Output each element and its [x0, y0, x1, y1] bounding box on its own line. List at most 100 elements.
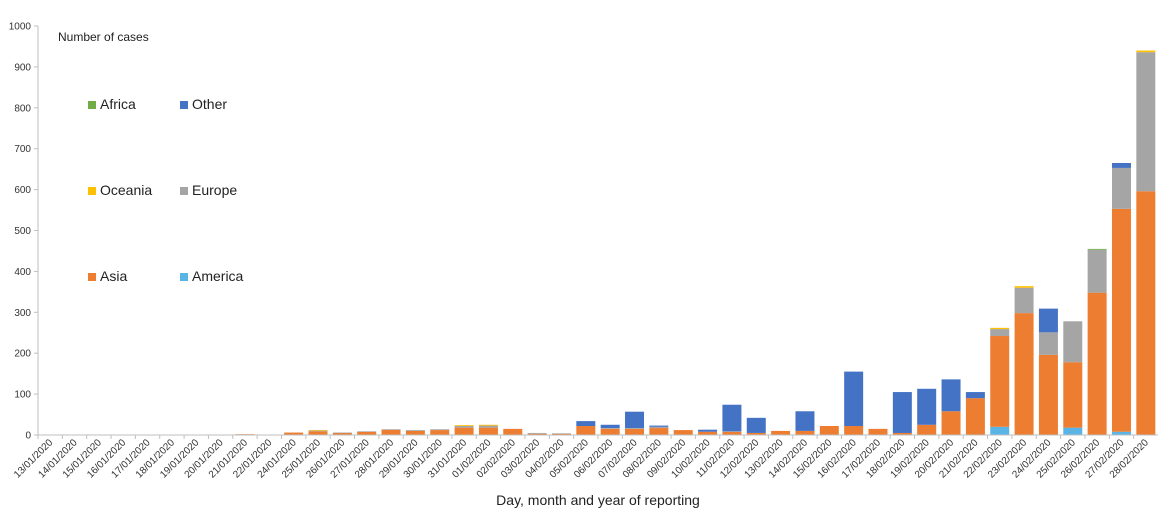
legend-label-other: Other: [192, 96, 227, 112]
bar-asia: [1111, 208, 1131, 432]
y-tick-label: 900: [14, 62, 31, 73]
bar-asia: [1014, 313, 1034, 435]
bar-europe: [1136, 52, 1156, 192]
y-tick-label: 300: [14, 308, 31, 319]
bar-america: [1111, 431, 1131, 435]
x-axis: 13/01/202014/01/202015/01/202016/01/2020…: [12, 434, 1158, 481]
legend-label-africa: Africa: [100, 96, 136, 112]
bar-asia: [673, 430, 693, 435]
bar-asia: [527, 433, 547, 435]
bar-europe: [1087, 249, 1107, 293]
bar-europe: [1014, 287, 1034, 314]
legend: Africa Other Oceania Europe Asia America: [88, 96, 244, 284]
bar-asia: [430, 430, 450, 435]
bar-asia: [649, 428, 669, 435]
bar-asia: [478, 427, 498, 435]
bar-europe: [357, 431, 377, 432]
legend-label-oceania: Oceania: [100, 182, 152, 198]
bar-europe: [478, 425, 498, 428]
bar-asia: [868, 428, 888, 435]
bar-other: [844, 371, 864, 427]
bar-asia: [990, 336, 1010, 427]
legend-swatch-africa: [88, 101, 96, 109]
bar-asia: [625, 428, 645, 435]
bar-europe: [722, 431, 742, 432]
legend-swatch-europe: [180, 187, 188, 195]
legend-swatch-asia: [88, 273, 96, 281]
bar-other: [1038, 308, 1058, 333]
bar-europe: [308, 430, 328, 432]
bar-europe: [430, 429, 450, 431]
bar-europe: [332, 432, 352, 434]
y-axis-label: Number of cases: [58, 30, 149, 44]
y-tick-label: 0: [25, 431, 31, 442]
legend-swatch-america: [180, 273, 188, 281]
bars: [235, 50, 1156, 435]
legend-swatch-oceania: [88, 187, 96, 195]
bar-europe: [1063, 321, 1083, 363]
bar-other: [917, 388, 937, 425]
bar-asia: [454, 427, 474, 435]
bar-europe: [381, 429, 401, 430]
bar-asia: [381, 429, 401, 435]
bar-oceania: [1136, 50, 1156, 53]
y-axis: 0 100 200 300 400 500 600 700 800 900 1000: [9, 22, 39, 442]
legend-label-europe: Europe: [192, 182, 237, 198]
bar-oceania: [478, 424, 498, 426]
bar-asia: [284, 432, 304, 435]
bar-europe: [1111, 167, 1131, 209]
bar-europe: [625, 428, 645, 429]
bar-other: [1111, 163, 1131, 168]
bar-asia: [1063, 362, 1083, 428]
bar-asia: [698, 431, 718, 435]
y-tick-label: 500: [14, 226, 31, 237]
y-tick-label: 200: [14, 349, 31, 360]
y-tick-label: 100: [14, 390, 31, 401]
bar-other: [892, 392, 912, 433]
bar-asia: [795, 430, 815, 435]
bar-europe: [454, 426, 474, 428]
legend-label-america: America: [192, 268, 244, 284]
bar-europe: [405, 430, 425, 431]
bar-asia: [600, 428, 620, 435]
bar-other: [625, 411, 645, 429]
bar-asia: [892, 432, 912, 435]
y-tick-label: 1000: [9, 22, 32, 33]
bar-asia: [357, 431, 377, 435]
bar-america: [990, 426, 1010, 435]
bar-asia: [1136, 191, 1156, 435]
bar-america: [1063, 427, 1083, 435]
bar-europe: [600, 428, 620, 429]
bar-asia: [917, 424, 937, 435]
bar-other: [649, 425, 669, 427]
bar-other: [795, 411, 815, 431]
bar-asia: [1087, 292, 1107, 435]
bar-oceania: [990, 327, 1010, 330]
x-axis-title: Day, month and year of reporting: [496, 492, 700, 508]
bar-europe: [527, 432, 547, 434]
bar-asia: [819, 426, 839, 435]
bar-africa: [1087, 248, 1107, 250]
bar-other: [600, 424, 620, 429]
bar-asia: [308, 431, 328, 435]
bar-asia: [332, 432, 352, 435]
bar-other: [965, 392, 985, 399]
bar-asia: [1038, 354, 1058, 435]
bar-other: [722, 404, 742, 432]
y-tick-label: 700: [14, 144, 31, 155]
bar-asia: [551, 433, 571, 435]
bar-asia: [503, 428, 523, 435]
y-tick-label: 600: [14, 185, 31, 196]
bar-asia: [405, 430, 425, 435]
bar-europe: [990, 329, 1010, 337]
bar-oceania: [1014, 286, 1034, 288]
bar-other: [576, 421, 596, 426]
legend-swatch-other: [180, 101, 188, 109]
bar-other: [698, 429, 718, 432]
legend-label-asia: Asia: [100, 268, 127, 284]
y-tick-label: 800: [14, 103, 31, 114]
bar-asia: [965, 398, 985, 435]
bar-asia: [771, 430, 791, 435]
bar-europe: [551, 433, 571, 434]
